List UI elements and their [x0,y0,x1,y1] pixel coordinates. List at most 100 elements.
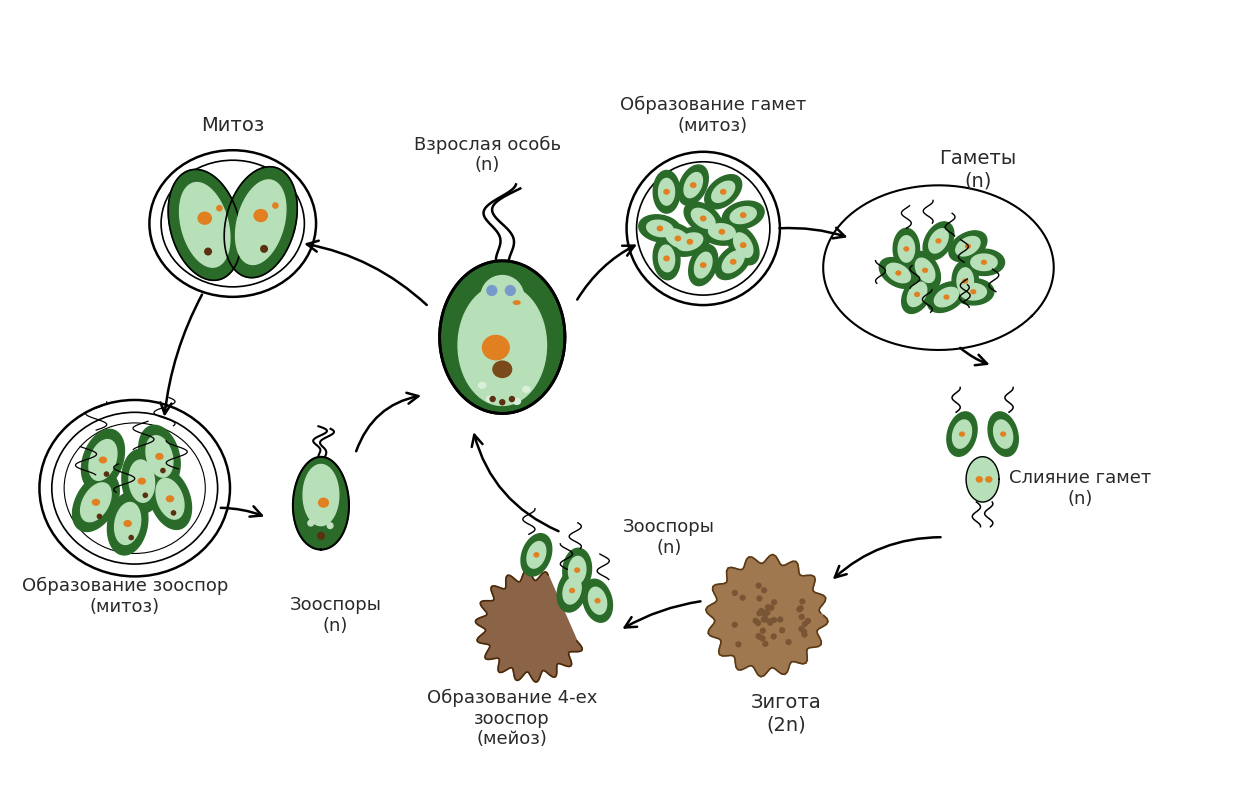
Ellipse shape [155,453,164,460]
Polygon shape [695,253,712,278]
Circle shape [160,468,166,473]
Polygon shape [659,245,675,272]
Polygon shape [706,555,828,677]
Ellipse shape [965,244,971,249]
FancyArrowPatch shape [356,393,419,451]
Polygon shape [691,208,715,229]
FancyArrowPatch shape [960,347,988,365]
Polygon shape [679,165,709,206]
Ellipse shape [198,211,212,225]
Ellipse shape [40,400,230,576]
Circle shape [759,635,765,642]
Ellipse shape [975,476,982,483]
Circle shape [805,618,811,624]
Circle shape [756,634,762,640]
Polygon shape [899,236,915,262]
Ellipse shape [935,238,941,244]
Polygon shape [879,257,918,289]
Circle shape [756,595,762,602]
Polygon shape [562,548,591,592]
Text: Образование 4-ех
зооспор
(мейоз): Образование 4-ех зооспор (мейоз) [428,689,598,748]
Ellipse shape [981,260,988,265]
FancyArrowPatch shape [471,435,559,531]
Polygon shape [146,436,172,477]
Circle shape [509,396,515,402]
Ellipse shape [719,229,725,235]
Circle shape [762,616,769,622]
Polygon shape [956,237,980,256]
Polygon shape [709,224,735,240]
Polygon shape [646,220,672,237]
Polygon shape [928,281,965,312]
Polygon shape [235,180,286,265]
FancyArrowPatch shape [835,537,940,578]
Circle shape [779,627,785,634]
Ellipse shape [512,398,521,405]
Circle shape [801,621,808,627]
Circle shape [756,611,762,616]
Polygon shape [734,233,752,257]
Circle shape [490,396,496,402]
Polygon shape [115,503,141,544]
Circle shape [129,535,134,540]
Circle shape [216,205,222,211]
Ellipse shape [730,259,736,265]
Polygon shape [722,251,744,273]
Polygon shape [156,478,184,519]
Polygon shape [966,457,999,502]
Polygon shape [971,254,998,270]
Circle shape [260,245,268,253]
Circle shape [752,618,759,624]
Ellipse shape [914,292,920,297]
Polygon shape [964,249,1005,276]
Circle shape [801,629,808,635]
Ellipse shape [254,209,268,222]
Circle shape [799,599,805,605]
Ellipse shape [161,160,305,287]
Text: Гаметы
(n): Гаметы (n) [939,149,1016,190]
Polygon shape [589,587,606,614]
Ellipse shape [99,457,107,464]
Circle shape [731,590,738,596]
Polygon shape [684,173,702,198]
Polygon shape [169,170,241,281]
Ellipse shape [656,226,664,231]
Ellipse shape [626,151,780,305]
Ellipse shape [481,335,510,360]
Ellipse shape [512,300,521,305]
Polygon shape [89,440,118,481]
Circle shape [762,611,769,618]
Polygon shape [81,430,125,490]
FancyArrowPatch shape [160,295,202,414]
Polygon shape [562,577,581,604]
Polygon shape [952,420,971,448]
Circle shape [104,471,109,477]
Circle shape [785,639,791,646]
Polygon shape [960,284,986,300]
Ellipse shape [595,598,600,603]
Polygon shape [994,420,1012,448]
Ellipse shape [690,182,696,188]
Ellipse shape [944,294,950,300]
Circle shape [326,522,334,529]
Polygon shape [528,542,546,568]
Ellipse shape [492,360,512,378]
Polygon shape [730,206,756,224]
Text: Зооспоры
(n): Зооспоры (n) [290,596,381,635]
Polygon shape [659,222,698,254]
Circle shape [171,510,176,516]
Ellipse shape [574,567,580,573]
Ellipse shape [1000,431,1006,437]
Polygon shape [886,263,910,283]
Polygon shape [569,556,586,584]
Text: Зигота
(2n): Зигота (2n) [751,693,822,734]
Text: Зооспоры
(n): Зооспоры (n) [622,518,715,556]
Ellipse shape [478,382,486,389]
Polygon shape [908,282,926,307]
Circle shape [796,607,802,612]
Polygon shape [901,276,932,313]
Polygon shape [934,288,959,307]
Polygon shape [302,465,339,526]
Polygon shape [949,231,988,261]
Ellipse shape [64,423,205,553]
